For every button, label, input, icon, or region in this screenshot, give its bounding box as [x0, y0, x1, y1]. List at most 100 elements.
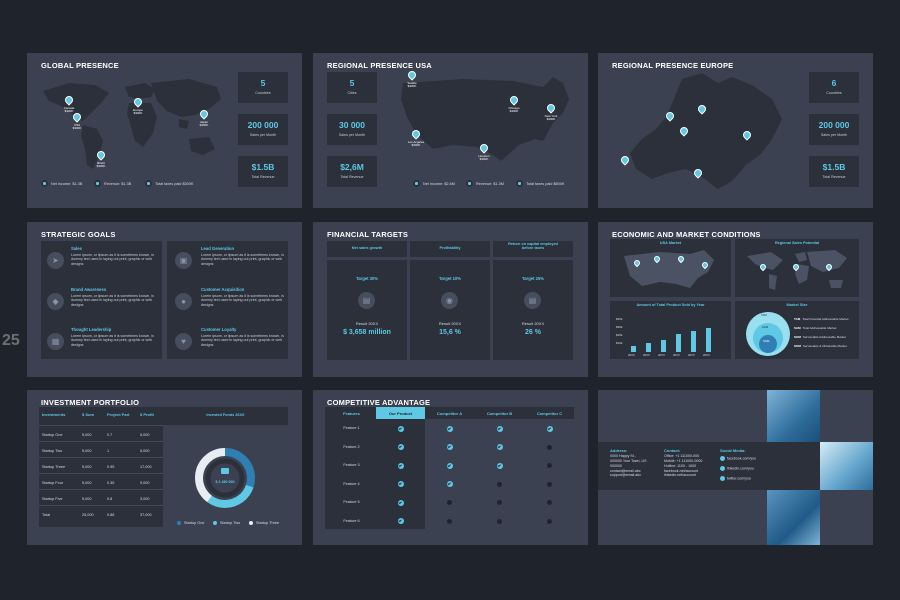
photo-2	[820, 442, 873, 490]
bar	[706, 328, 711, 352]
table-cell: 5,000	[82, 449, 92, 453]
goal-text: Lorem ipsum, or lipsum as it is sometime…	[201, 253, 284, 266]
bar	[691, 331, 696, 352]
slide-economic-market[interactable]: ECONOMIC AND MARKET CONDITIONS USA Marke…	[598, 222, 873, 377]
table-header-row	[39, 407, 163, 421]
table-cell: Total	[42, 513, 51, 517]
table-cell: 9,000	[140, 481, 150, 485]
map-pin-usa-label: USA $300K	[72, 123, 82, 131]
slide-competitive-advantage[interactable]: COMPETITIVE ADVANTAGE Features Our Produc…	[313, 390, 588, 545]
matrix-feature: Feature 1	[343, 426, 360, 430]
table-cell: 1	[107, 449, 110, 453]
triangle-icon	[41, 180, 48, 187]
legend-revenue: Revenue: $1.3B	[94, 180, 131, 187]
check-icon	[496, 425, 503, 432]
camera-icon: ◉	[441, 292, 458, 309]
slide-contact[interactable]: Address: 0000 Happy St., 000000 Your Town…	[598, 390, 873, 545]
photo-3	[767, 490, 820, 545]
chart-title: Invested Funds 20XX	[206, 413, 245, 417]
matrix-step-bg	[475, 474, 574, 493]
heart-icon: ♥	[175, 333, 192, 350]
market-circle-som	[759, 335, 777, 353]
coin-icon	[516, 180, 523, 187]
market-size-item: SAM Total Addressable Market	[794, 326, 836, 330]
donut-segment	[195, 448, 255, 508]
check-icon	[397, 444, 404, 450]
goal-text: Lorem ipsum, or lipsum as it is sometime…	[71, 253, 154, 266]
fin-result-value: $ 3,658 million	[343, 329, 391, 336]
cart-icon: ▣	[175, 252, 192, 269]
market-abbr: SOM	[794, 335, 801, 339]
fin-target: Target 30%	[355, 276, 379, 281]
map-pin-chicago-label: Chicago $300K	[508, 106, 520, 114]
stat-sales: 200 000 Sales per Month	[238, 114, 288, 145]
fin-result-label: Result 20XX	[521, 321, 545, 326]
goal-title: Sales	[71, 246, 82, 251]
stat-countries: 6 Countries	[809, 72, 859, 103]
slide-title: ECONOMIC AND MARKET CONDITIONS	[612, 230, 761, 239]
slide-title: STRATEGIC GOALS	[41, 230, 116, 239]
market-label: Serviceable Addressable Market	[802, 335, 846, 339]
market-label: Serviceable & Obtainable Market	[802, 344, 847, 348]
watermark: 25	[2, 332, 20, 349]
matrix-header: Features	[343, 411, 360, 416]
address-heading: Address:	[610, 448, 628, 453]
map-pin-brazil-label: Brazil $300K	[96, 161, 106, 169]
slide-title: GLOBAL PRESENCE	[41, 61, 119, 70]
stat-revenue: $2,6M Total Revenue	[327, 156, 377, 187]
goal-text: Lorem ipsum, or lipsum as it is sometime…	[71, 334, 154, 347]
matrix-feature: Feature 2	[343, 444, 360, 449]
check-icon	[446, 425, 453, 432]
bar	[646, 343, 651, 352]
table-header: $ Profit	[140, 412, 154, 417]
slide-global-presence[interactable]: GLOBAL PRESENCE Canada $300K USA $300K Eur…	[27, 53, 302, 208]
social-twitter[interactable]: twitter.com/you	[720, 476, 751, 481]
goal-text: Lorem ipsum, or lipsum as it is sometime…	[71, 294, 154, 307]
y-tick-label: $40k	[616, 317, 623, 321]
slide-regional-europe[interactable]: REGIONAL PRESENCE EUROPE 6 Countries 200 …	[598, 53, 873, 208]
slide-investment-portfolio[interactable]: INVESTMENT PORTFOLIO Investments $ Sum Pro…	[27, 390, 302, 545]
table-cell: 5,000	[140, 433, 150, 437]
matrix-highlight-header	[376, 407, 425, 419]
social-facebook[interactable]: facebook.com/you	[720, 456, 756, 461]
table-row-divider	[39, 473, 163, 474]
fin-body-3	[493, 260, 573, 360]
mini-usa-map	[624, 250, 714, 288]
table-header: Investments	[42, 412, 66, 417]
table-cell: Startup Two	[42, 449, 63, 453]
fin-result-label: Result 20XX	[438, 321, 462, 326]
social-linkedin[interactable]: linkedin.com/you	[720, 466, 754, 471]
matrix-highlight-col	[376, 419, 425, 529]
legend-swatch	[249, 521, 253, 525]
matrix-header: Competitor B	[486, 411, 513, 416]
fin-header: Profitability	[439, 246, 461, 250]
slide-financial-targets[interactable]: FINANCIAL TARGETS Net sales growth Profi…	[313, 222, 588, 377]
table-header: Project Part	[107, 412, 130, 417]
check-icon	[397, 518, 404, 524]
legend-revenue: Revenue: $1.3M	[466, 180, 504, 187]
goal-title: Brand Awareness	[71, 287, 107, 292]
table-cell: Startup One	[42, 433, 63, 437]
fin-result-value: 15,6 %	[439, 329, 461, 336]
facebook-icon	[720, 456, 725, 461]
market-abbr: SAM	[762, 325, 769, 329]
table-row-divider	[39, 505, 163, 506]
goal-title: Customer Loyalty	[201, 327, 237, 332]
table-cell: Startup Five	[42, 497, 63, 501]
goal-title: Thought Leadership	[71, 327, 112, 332]
matrix-feature: Feature 5	[343, 500, 360, 504]
goal-title: Customer Acquisition	[201, 287, 245, 292]
slide-title: REGIONAL PRESENCE USA	[327, 61, 432, 70]
table-cell: 17,000	[140, 465, 152, 469]
address-text: 0000 Happy St., 000000 Your Town, US 00000…	[610, 454, 647, 478]
slide-regional-usa[interactable]: REGIONAL PRESENCE USA 5 Cities 30 000 Sale…	[313, 53, 588, 208]
invested-funds-donut	[195, 448, 255, 508]
chart-icon: ▦	[47, 333, 64, 350]
linkedin-icon	[720, 466, 725, 471]
document-icon: ▤	[358, 292, 375, 309]
matrix-header: Competitor C	[536, 411, 563, 416]
check-icon	[446, 444, 453, 450]
slide-strategic-goals[interactable]: STRATEGIC GOALS ➤ Sales Lorem ipsum, or …	[27, 222, 302, 377]
map-pin-seattle-label: Seattle $300K	[407, 81, 417, 89]
matrix-feature: Feature 6	[343, 518, 360, 523]
